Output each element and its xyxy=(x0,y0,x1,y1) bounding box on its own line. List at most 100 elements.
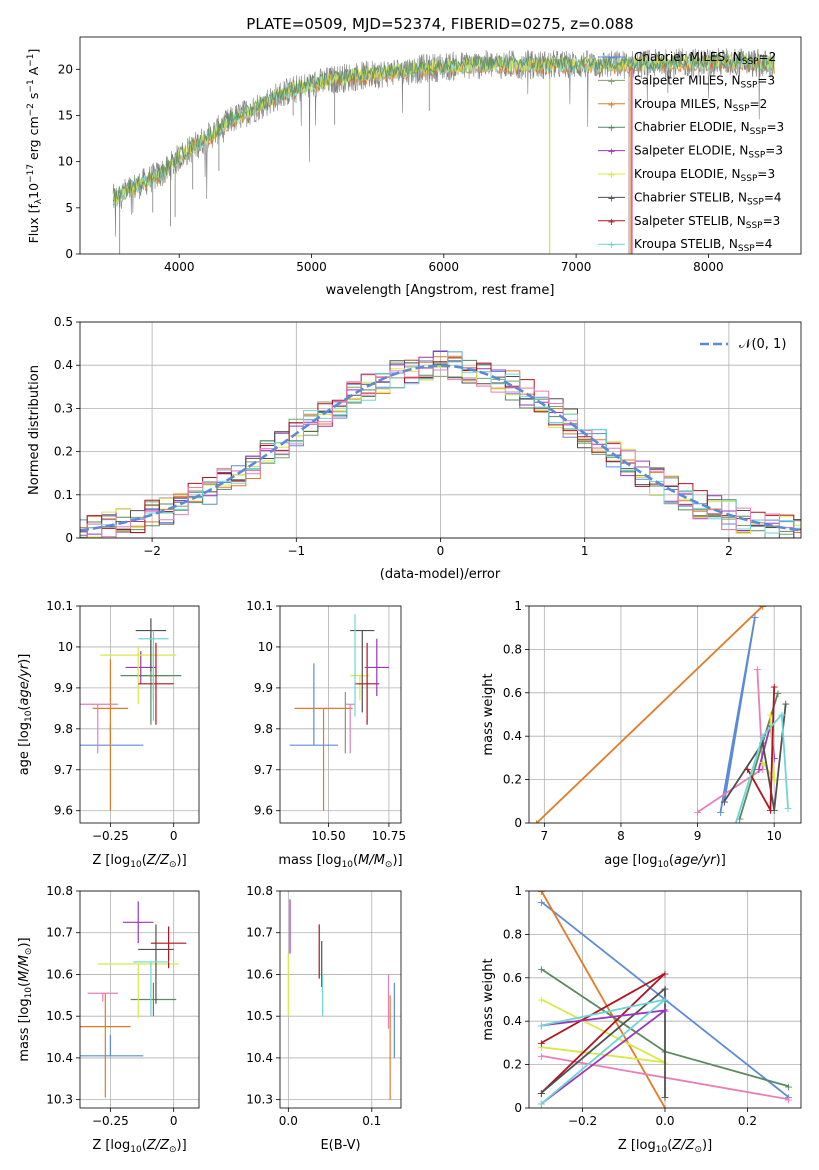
x-tick-label: 6000 xyxy=(429,260,460,274)
legend-marker: + xyxy=(607,123,615,134)
y-tick-label: 0 xyxy=(65,247,73,261)
label-part: SSP xyxy=(750,127,767,137)
label-part: ⊙ xyxy=(169,860,177,870)
plot-area: ++++++++++++++++++++++++ xyxy=(537,891,793,1115)
x-tick-label: −0.2 xyxy=(568,1114,597,1128)
plot-mass_vs_ebv: 0.0 0.1 10.3 10.4 10.5 10.6 10.7 10.8 E(B-V) xyxy=(246,884,402,1153)
weight-marker: + xyxy=(720,795,729,808)
y-tick-label: 5 xyxy=(65,201,73,215)
label-part: =2 xyxy=(750,97,768,111)
weight-marker: + xyxy=(770,680,779,693)
legend-marker: + xyxy=(607,170,615,181)
label-part: A xyxy=(26,66,41,79)
y-tick-label: 9.7 xyxy=(254,763,273,777)
label-part: Z/Z xyxy=(146,853,170,868)
label-part: )] xyxy=(716,853,726,868)
x-axis-label: Z [log10(Z/Z⊙)] xyxy=(92,853,186,870)
x-tick-label: −0.25 xyxy=(92,1114,129,1128)
label-part: Kroupa STELIB, N xyxy=(634,237,738,251)
weight-marker: + xyxy=(660,994,669,1007)
weight-marker: + xyxy=(660,1102,669,1115)
errorbar-point xyxy=(80,703,118,754)
weight-marker: + xyxy=(537,1087,546,1100)
errorbar-point xyxy=(150,926,187,969)
label-part: Salpeter MILES, N xyxy=(634,73,741,87)
x-axis-label: (data-model)/error xyxy=(380,567,501,582)
errorbar-point xyxy=(289,663,339,746)
weight-marker: + xyxy=(537,963,546,976)
plot-mass_vs_Z: −0.25 010.310.410.510.610.710.8Z [log10(Z… xyxy=(17,884,200,1155)
weight-line xyxy=(540,986,666,1098)
weight-line xyxy=(540,1009,669,1105)
x-tick-label: −2 xyxy=(143,544,161,558)
plot-area xyxy=(112,48,775,254)
legend-label: Salpeter STELIB, NSSP=3 xyxy=(634,214,780,231)
x-tick-label: 9 xyxy=(694,829,702,843)
x-tick-label: 0.0 xyxy=(655,1114,674,1128)
legend-marker: + xyxy=(607,53,615,64)
y-tick-label: 10.7 xyxy=(246,926,273,940)
y-tick-label: 10.8 xyxy=(46,884,73,898)
y-tick-label: 10.8 xyxy=(246,884,273,898)
y-axis-label: Normed distribution xyxy=(27,365,42,495)
y-tick-label: 0.8 xyxy=(503,642,522,656)
weight-marker: + xyxy=(743,763,752,776)
axes-frame xyxy=(528,605,802,824)
weight-marker: + xyxy=(773,687,782,700)
legend-marker: + xyxy=(607,217,615,228)
errorbar-point xyxy=(97,963,179,1019)
weight-line xyxy=(536,606,764,823)
legend-label: Chabrier STELIB, NSSP=4 xyxy=(634,190,782,207)
errorbar-point xyxy=(350,629,375,713)
y-tick-label: 0.2 xyxy=(503,1058,522,1072)
x-tick-label: 4000 xyxy=(164,260,195,274)
y-tick-label: 9.8 xyxy=(254,722,273,736)
y-axis-label: mass [log10(M/M⊙)] xyxy=(17,937,34,1061)
label-part: −2 xyxy=(26,103,36,116)
errorbar-point xyxy=(80,1034,144,1057)
y-tick-label: 0.6 xyxy=(503,971,522,985)
label-part: −1 xyxy=(26,79,36,92)
errorbar-point xyxy=(100,646,177,705)
y-tick-label: 10.7 xyxy=(46,926,73,940)
label-part: age [log xyxy=(17,722,32,775)
label-part: 10 xyxy=(26,183,41,199)
y-tick-label: 10.5 xyxy=(246,1009,273,1023)
y-tick-label: 0 xyxy=(514,1101,522,1115)
y-tick-label: 9.6 xyxy=(54,804,73,818)
y-tick-label: 10 xyxy=(58,640,73,654)
weight-line xyxy=(746,686,776,814)
x-tick-label: 5000 xyxy=(296,260,327,274)
plot-area xyxy=(80,350,801,538)
legend-label: Salpeter MILES, NSSP=3 xyxy=(634,73,775,90)
label-part: 10 xyxy=(130,1145,142,1155)
y-tick-label: 9.8 xyxy=(54,722,73,736)
label-part: )] xyxy=(17,654,32,664)
label-part: )] xyxy=(177,1138,187,1153)
weight-marker: + xyxy=(660,983,669,996)
errorbar-point xyxy=(133,961,169,1017)
label-part: )] xyxy=(17,937,32,947)
label-part: 10 xyxy=(24,987,34,999)
label-part: ] xyxy=(26,49,41,54)
x-axis-label: wavelength [Angstrom, rest frame] xyxy=(326,283,555,298)
plot-area xyxy=(289,614,389,811)
weight-marker: + xyxy=(758,737,767,750)
label-part: SSP xyxy=(733,104,750,114)
weight-marker: + xyxy=(758,756,767,769)
x-axis-label: Z [log10(Z/Z⊙)] xyxy=(92,1138,186,1155)
x-tick-label: 1 xyxy=(581,544,589,558)
y-tick-label: 0 xyxy=(65,531,73,545)
plot-area xyxy=(287,899,395,1100)
label-part: SSP xyxy=(746,221,763,231)
weight-marker: + xyxy=(766,709,775,722)
label-part: =3 xyxy=(766,120,784,134)
x-tick-label: 0.0 xyxy=(279,1114,298,1128)
label-part: ( xyxy=(142,1138,147,1153)
legend-marker: + xyxy=(607,100,615,111)
label-part: ⊙ xyxy=(169,1145,177,1155)
x-tick-label: 7 xyxy=(541,829,549,843)
legend-marker: + xyxy=(607,240,615,251)
axes-frame xyxy=(279,890,402,1109)
